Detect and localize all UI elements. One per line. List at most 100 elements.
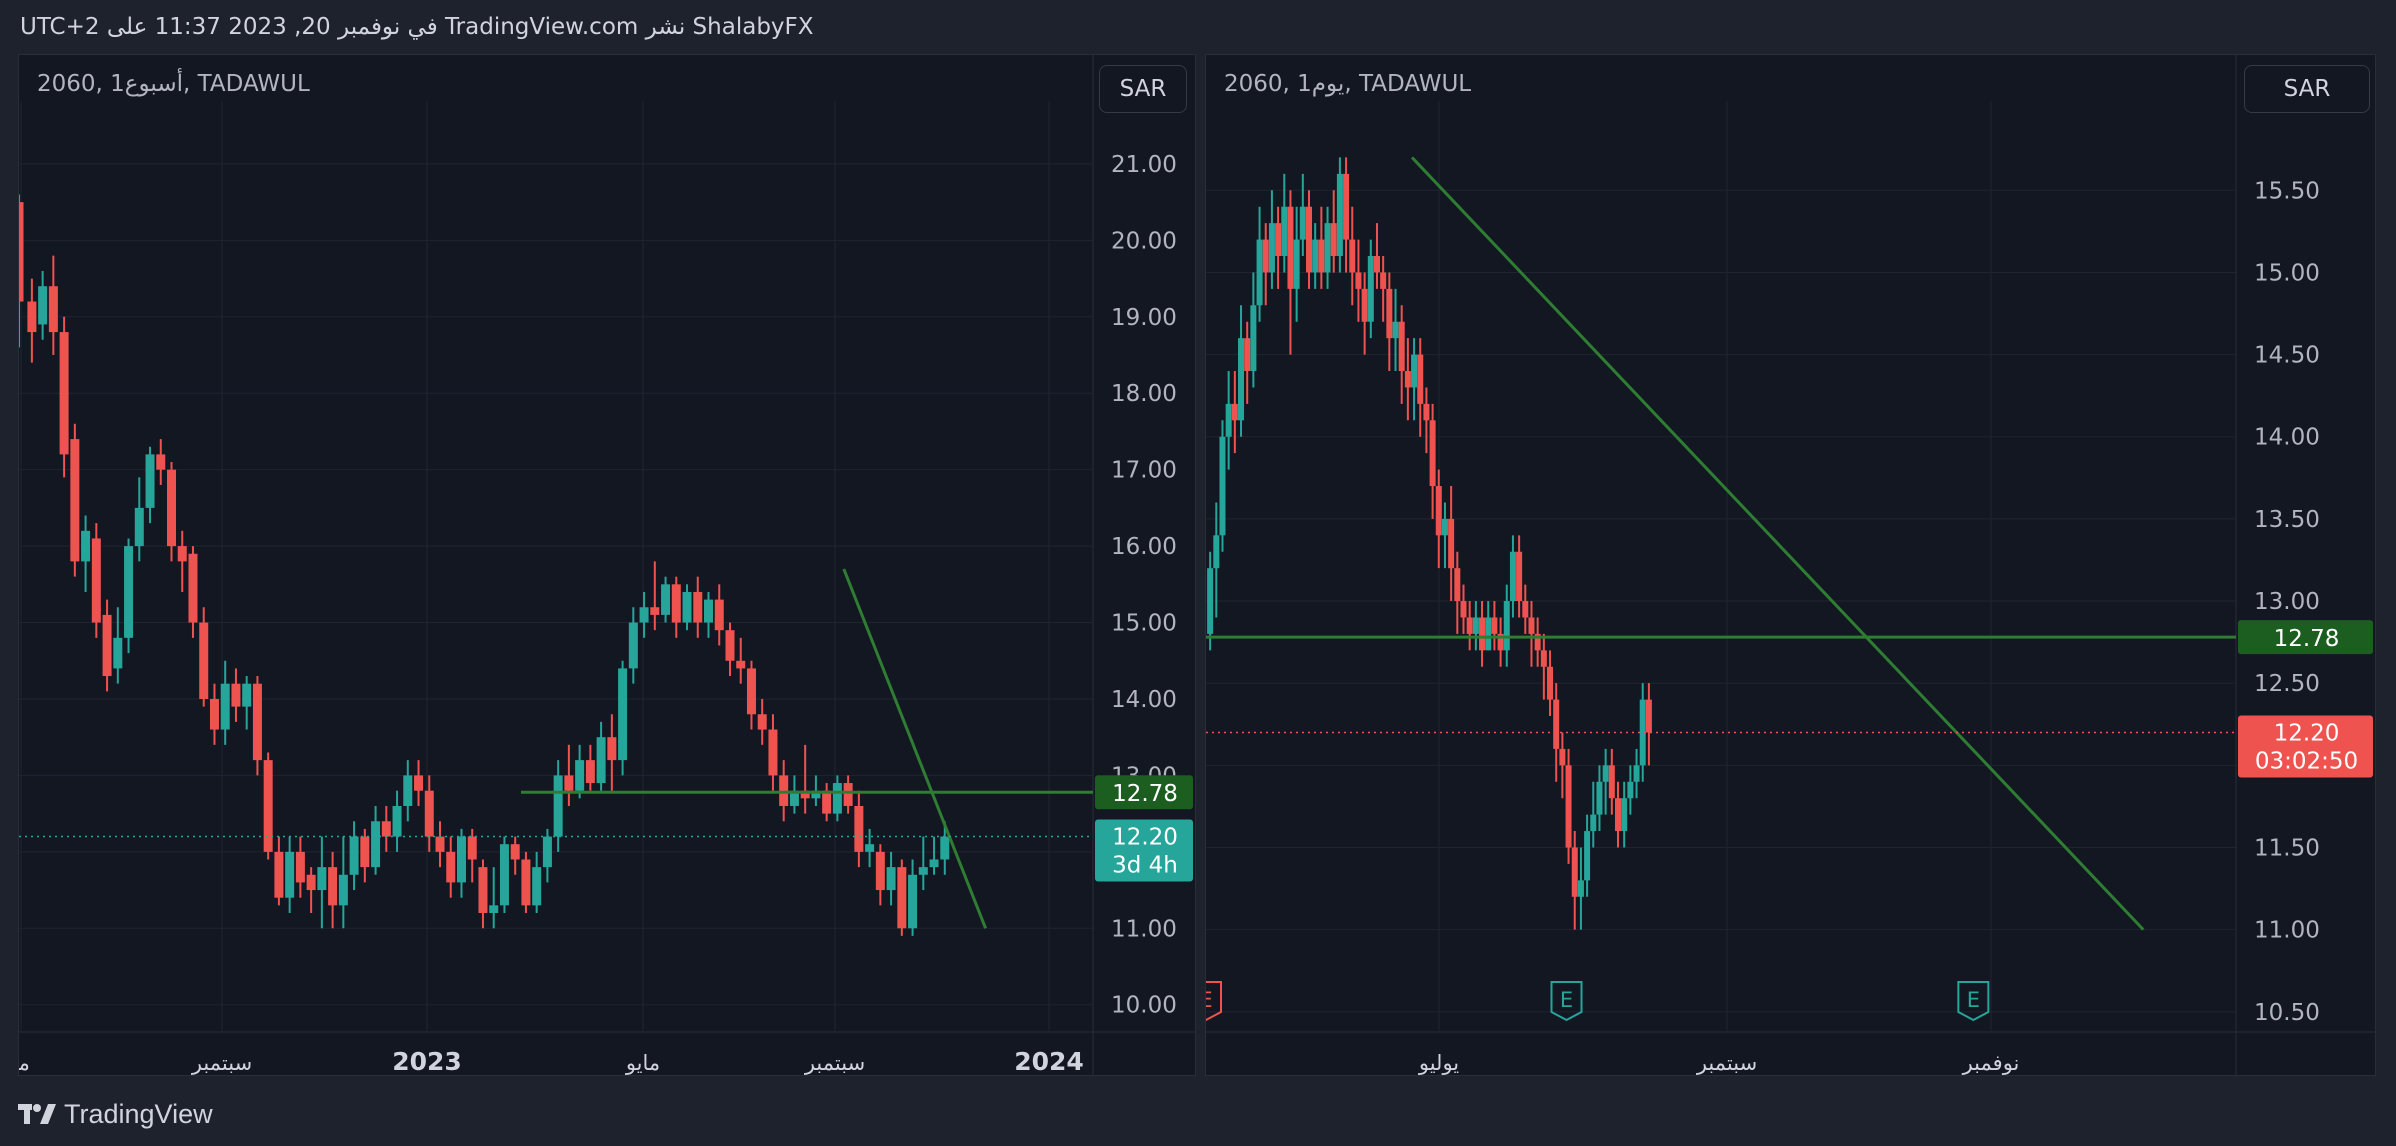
candle-body — [263, 760, 273, 852]
y-tick-label: 17.00 — [1111, 458, 1177, 484]
weekly-candlestick-chart[interactable]: 21.00 20.00 19.00 18.00 17.00 16.00 15.00 14.00… — [19, 55, 1196, 1076]
candle-body — [736, 660, 746, 669]
candle-body — [1256, 239, 1263, 306]
candle-body — [1380, 272, 1387, 289]
candle-body — [1627, 781, 1634, 799]
candle-body — [832, 783, 842, 814]
publish-info: UTC+2 في نوفمبر 20, 2023 11:37 على Tradi… — [20, 14, 814, 40]
candle-body — [1503, 601, 1510, 651]
candle-body — [1621, 798, 1628, 832]
candle-body — [328, 867, 338, 906]
candle-body — [59, 332, 69, 455]
candle-body — [854, 805, 864, 852]
level-price-label-bg — [2238, 620, 2373, 655]
candle-body — [317, 867, 327, 891]
candle-body — [585, 760, 595, 784]
candle-body — [811, 790, 821, 799]
candle-body — [639, 607, 649, 623]
candle-body — [1231, 403, 1238, 421]
daily-candlestick-chart[interactable]: 15.5015.0014.5014.0013.5013.0012.5012.00… — [1206, 55, 2376, 1076]
candle-body — [779, 775, 789, 806]
candle-body — [789, 790, 799, 806]
candle-body — [929, 859, 939, 868]
candle-body — [704, 599, 714, 623]
candle-body — [1633, 765, 1640, 782]
candle-body — [671, 584, 681, 623]
candle-body — [134, 507, 144, 547]
candle-body — [1429, 420, 1436, 487]
chart-panel-weekly[interactable]: 21.00 20.00 19.00 18.00 17.00 16.00 15.00 14.00… — [18, 54, 1196, 1076]
candle-body — [220, 683, 230, 730]
x-tick-label: سبتمبر — [804, 1051, 865, 1075]
candle-body — [1596, 781, 1603, 815]
last-price-label: 12.20 — [2274, 720, 2340, 746]
candle-body — [1423, 403, 1430, 421]
x-tick-label: مايو — [625, 1051, 660, 1075]
candle-body — [349, 836, 359, 875]
candle-body — [1645, 699, 1652, 733]
candle-body — [1293, 239, 1300, 289]
candle-body — [338, 874, 348, 906]
candle-body — [1373, 256, 1380, 273]
candle-body — [467, 836, 477, 860]
y-tick-label: 10.00 — [1111, 993, 1177, 1019]
candle-body — [91, 538, 101, 623]
candle-body — [1225, 403, 1232, 437]
candle-body — [424, 790, 434, 837]
y-tick-label: 11.50 — [2254, 835, 2320, 861]
candle-body — [102, 614, 112, 677]
candle-body — [1281, 206, 1288, 257]
candle-body — [19, 202, 24, 302]
candle-body — [1404, 371, 1411, 388]
candle-body — [446, 851, 456, 883]
candle-body — [1262, 239, 1269, 273]
candle-body — [285, 851, 295, 898]
x-tick-label: سبتمبر — [1696, 1051, 1757, 1075]
candle-body — [1602, 765, 1609, 782]
candle-body — [1219, 436, 1226, 536]
candle-body — [1485, 617, 1492, 651]
chart-panel-daily[interactable]: 15.5015.0014.5014.0013.5013.0012.5012.00… — [1205, 54, 2376, 1076]
candle-body — [167, 469, 177, 547]
currency-button[interactable]: SAR — [2244, 65, 2370, 113]
candle-body — [1411, 354, 1418, 388]
candle-body — [886, 867, 896, 891]
candle-body — [156, 454, 166, 470]
candle-body — [414, 775, 424, 791]
candle-body — [650, 607, 660, 615]
y-tick-label: 14.50 — [2254, 343, 2320, 369]
currency-button[interactable]: SAR — [1099, 65, 1187, 113]
x-tick-label: سبتمبر — [191, 1051, 252, 1075]
candle-body — [822, 790, 832, 814]
candle-body — [521, 859, 531, 906]
x-tick-label: نوفمبر — [1962, 1051, 2020, 1075]
candle-body — [1336, 173, 1343, 257]
candle-body — [392, 805, 402, 837]
candle-body — [1479, 617, 1486, 651]
candle-body — [725, 630, 735, 661]
y-tick-label: 11.00 — [1111, 916, 1177, 942]
earnings-event-icon — [1206, 981, 1222, 1022]
y-tick-label: 12.50 — [2254, 671, 2320, 697]
candle-body — [145, 454, 155, 508]
brand-footer[interactable]: TradingView — [18, 1094, 213, 1134]
candle-body — [1553, 699, 1560, 749]
symbol-label-weekly: 2060, 1أسبوع, TADAWUL — [37, 71, 310, 97]
candle-body — [1318, 239, 1325, 273]
earnings-event-label: E — [1967, 988, 1980, 1012]
candle-body — [714, 599, 724, 631]
candle-body — [1571, 847, 1578, 897]
candle-body — [371, 821, 381, 868]
y-tick-label: 13.00 — [2254, 589, 2320, 615]
candle-body — [800, 790, 810, 799]
candle-body — [564, 775, 574, 791]
candle-body — [48, 286, 58, 333]
candle-body — [1306, 206, 1312, 273]
candle-body — [1343, 173, 1350, 240]
candle-body — [209, 698, 219, 730]
earnings-event-icon — [1957, 981, 1990, 1022]
candle-body — [1312, 239, 1319, 273]
brand-name: TradingView — [64, 1098, 213, 1129]
candle-body — [532, 867, 542, 906]
candle-body — [618, 668, 628, 761]
